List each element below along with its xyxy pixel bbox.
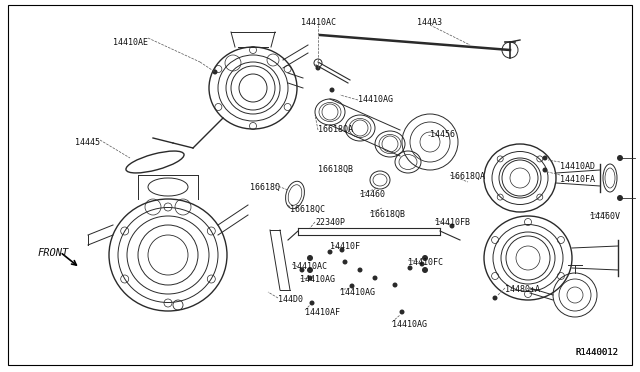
Text: 14456: 14456 bbox=[430, 130, 455, 139]
Text: 16618Q: 16618Q bbox=[250, 183, 280, 192]
Text: 144A3: 144A3 bbox=[417, 18, 442, 27]
Text: R1440012: R1440012 bbox=[575, 348, 618, 357]
Text: 16618QB: 16618QB bbox=[318, 165, 353, 174]
Text: FRONT: FRONT bbox=[38, 248, 69, 258]
Text: 14410AE: 14410AE bbox=[113, 38, 148, 47]
Circle shape bbox=[330, 87, 335, 93]
Text: 14410AC: 14410AC bbox=[301, 18, 335, 27]
Text: 144D0: 144D0 bbox=[278, 295, 303, 304]
Circle shape bbox=[617, 155, 623, 161]
Text: 14410AF: 14410AF bbox=[305, 308, 340, 317]
Text: 14460: 14460 bbox=[360, 190, 385, 199]
Text: 14410AD: 14410AD bbox=[560, 162, 595, 171]
Text: 14410FB: 14410FB bbox=[435, 218, 470, 227]
Text: 16618QC: 16618QC bbox=[290, 205, 325, 214]
Circle shape bbox=[422, 255, 428, 261]
Circle shape bbox=[300, 267, 305, 273]
Text: 14480+A: 14480+A bbox=[505, 285, 540, 294]
Text: 16618QA: 16618QA bbox=[318, 125, 353, 134]
Circle shape bbox=[316, 65, 321, 71]
Text: 14410F: 14410F bbox=[330, 242, 360, 251]
Circle shape bbox=[212, 70, 218, 74]
Text: 14410FC: 14410FC bbox=[408, 258, 443, 267]
Text: 14460V: 14460V bbox=[590, 212, 620, 221]
Text: 14410AG: 14410AG bbox=[392, 320, 427, 329]
Text: 14410AC: 14410AC bbox=[292, 262, 327, 271]
Text: 16618QA: 16618QA bbox=[450, 172, 485, 181]
Circle shape bbox=[358, 267, 362, 273]
Text: 14445: 14445 bbox=[75, 138, 100, 147]
Circle shape bbox=[372, 276, 378, 280]
Circle shape bbox=[392, 282, 397, 288]
Circle shape bbox=[543, 155, 547, 160]
Circle shape bbox=[617, 195, 623, 201]
Circle shape bbox=[307, 255, 313, 261]
Circle shape bbox=[419, 262, 424, 266]
Circle shape bbox=[328, 250, 333, 254]
Circle shape bbox=[493, 295, 497, 301]
Circle shape bbox=[307, 276, 312, 280]
Circle shape bbox=[339, 247, 344, 253]
Text: 22340P: 22340P bbox=[315, 218, 345, 227]
Circle shape bbox=[408, 266, 413, 270]
Circle shape bbox=[310, 301, 314, 305]
Text: 16618QB: 16618QB bbox=[370, 210, 405, 219]
Text: 14410FA: 14410FA bbox=[560, 175, 595, 184]
Circle shape bbox=[307, 267, 313, 273]
Circle shape bbox=[342, 260, 348, 264]
Text: R1440012: R1440012 bbox=[575, 348, 618, 357]
Text: 14410AG: 14410AG bbox=[340, 288, 375, 297]
Circle shape bbox=[399, 310, 404, 314]
Text: 14410AG: 14410AG bbox=[358, 95, 393, 104]
Circle shape bbox=[422, 267, 428, 273]
Text: 14410AG: 14410AG bbox=[300, 275, 335, 284]
Circle shape bbox=[349, 283, 355, 289]
Circle shape bbox=[449, 224, 454, 228]
Circle shape bbox=[543, 167, 547, 173]
